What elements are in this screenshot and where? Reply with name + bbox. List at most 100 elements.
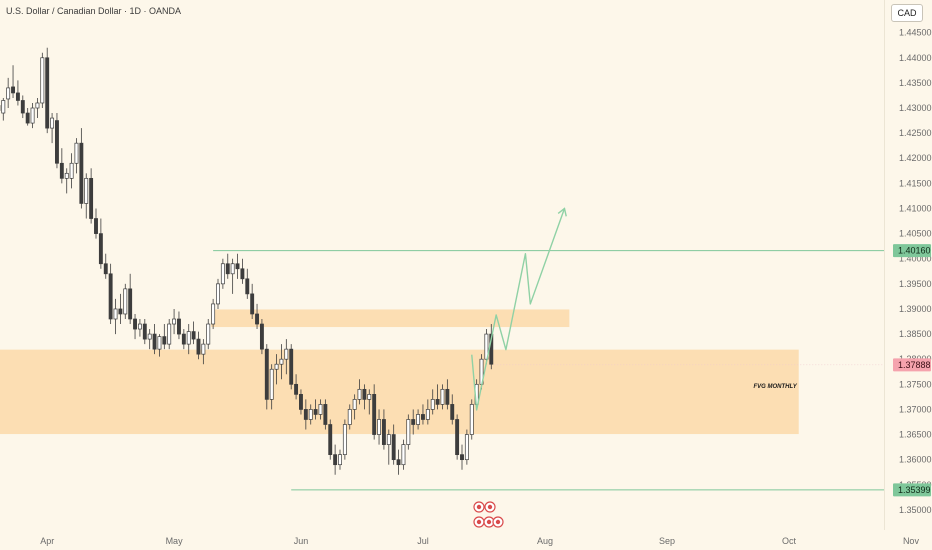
- candle-body: [74, 142, 79, 164]
- candle: [230, 258, 235, 294]
- candle-body: [147, 333, 152, 340]
- candle: [157, 334, 162, 357]
- candle: [313, 399, 318, 420]
- candle-body: [469, 404, 474, 435]
- price-tick-label: 1.40500: [899, 229, 932, 239]
- candle-body: [411, 419, 416, 425]
- candle-body: [416, 414, 421, 425]
- candle: [69, 153, 74, 189]
- candle: [30, 102, 35, 129]
- candle: [435, 384, 440, 410]
- candle-body: [45, 57, 50, 129]
- price-tick-label: 1.38500: [899, 329, 932, 339]
- candle: [20, 95, 25, 119]
- level-badge-1[interactable]: 1.35399: [898, 485, 931, 495]
- candle: [421, 404, 425, 425]
- candle-body: [391, 434, 396, 461]
- candle-body: [69, 162, 74, 179]
- candle: [259, 319, 264, 355]
- candle-body: [35, 102, 40, 109]
- event-icons[interactable]: [473, 501, 504, 528]
- candle-body: [1, 100, 6, 114]
- level-badge-0[interactable]: 1.40160: [898, 246, 931, 256]
- candle-body: [20, 100, 25, 114]
- candle-body: [381, 419, 386, 445]
- candle: [308, 404, 313, 425]
- price-tick-label: 1.41500: [899, 178, 932, 188]
- price-tick-label: 1.42500: [899, 128, 932, 138]
- time-label-sep: Sep: [659, 536, 675, 546]
- candle: [264, 344, 269, 410]
- zones-layer: FVG MONTHLY: [0, 309, 799, 435]
- candle-body: [269, 368, 274, 400]
- candle: [177, 311, 181, 340]
- last-price-badge-bg[interactable]: [893, 358, 931, 372]
- candle: [172, 308, 177, 335]
- time-label-jul: Jul: [417, 536, 429, 546]
- candle: [240, 258, 245, 284]
- candle-body: [128, 288, 133, 320]
- time-label-jun: Jun: [294, 536, 309, 546]
- level-badge-1-bg[interactable]: [893, 483, 931, 497]
- candle-body: [318, 404, 323, 415]
- candle-body: [172, 318, 177, 325]
- time-axis[interactable]: Apr May Jun Jul Aug Sep Oct Nov: [40, 536, 919, 546]
- candle-body: [216, 283, 220, 305]
- candle-body: [386, 434, 391, 445]
- level-badge-0-bg[interactable]: [893, 244, 931, 258]
- candle-body: [255, 313, 259, 325]
- candle: [303, 399, 308, 430]
- candle: [269, 364, 274, 410]
- candle-body: [196, 338, 201, 355]
- candle: [142, 319, 147, 345]
- time-label-nov: Nov: [903, 536, 920, 546]
- candle-body: [84, 177, 89, 204]
- candle: [167, 319, 172, 350]
- candle: [386, 429, 391, 465]
- candle: [294, 374, 299, 400]
- price-axis[interactable]: 1.44500 1.44000 1.43500 1.43000 1.42500 1.420…: [494, 28, 932, 515]
- candle: [425, 399, 430, 425]
- candle-body: [177, 318, 181, 335]
- candle-body: [406, 419, 411, 445]
- candle-body: [133, 318, 137, 330]
- candle-body: [455, 419, 460, 455]
- candle-body: [421, 414, 425, 420]
- candle-body: [450, 404, 455, 420]
- time-label-apr: Apr: [40, 536, 54, 546]
- candle-body: [98, 233, 103, 265]
- price-tick-label: 1.36500: [899, 430, 932, 440]
- price-tick-label: 1.36000: [899, 455, 932, 465]
- candle-body: [142, 323, 147, 340]
- candle-body: [333, 454, 338, 466]
- candle: [352, 394, 357, 420]
- candle-body: [352, 399, 357, 410]
- candle-body: [245, 278, 250, 295]
- candle-body: [11, 86, 15, 94]
- candle-body: [157, 336, 162, 350]
- candle: [89, 168, 94, 224]
- currency-button[interactable]: CAD: [891, 4, 923, 22]
- candle: [181, 329, 186, 350]
- last-price-badge[interactable]: 1.37888: [898, 360, 931, 370]
- candle-body: [347, 409, 352, 425]
- candle-body: [123, 288, 128, 315]
- candle-body: [362, 388, 367, 400]
- candle: [357, 379, 362, 405]
- zone-label: FVG MONTHLY: [754, 384, 798, 390]
- candle: [216, 278, 220, 309]
- candle: [445, 379, 450, 410]
- candle-body: [396, 459, 401, 466]
- candle-body: [342, 424, 347, 455]
- candle: [79, 128, 84, 209]
- levels-layer: [213, 250, 884, 491]
- candle-body: [211, 303, 216, 325]
- price-tick-label: 1.37500: [899, 379, 932, 389]
- candle-body: [440, 388, 445, 405]
- candle: [45, 47, 50, 134]
- price-axis-divider: [884, 0, 885, 530]
- candle: [15, 80, 20, 106]
- candle-body: [299, 394, 303, 410]
- candle: [94, 208, 98, 239]
